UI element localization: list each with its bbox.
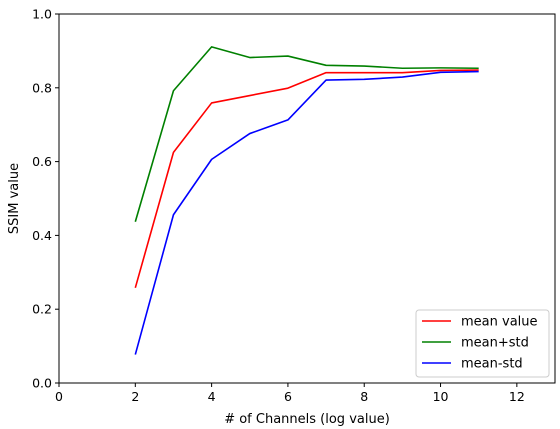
x-tick-label: 10 [433,389,449,404]
legend-box [415,309,550,378]
legend-label: mean-std [461,357,523,372]
y-tick-label: 0.0 [32,376,52,391]
x-tick-label: 12 [509,389,525,404]
series-line-mean-std [134,46,479,222]
x-axis-label: # of Channels (log value) [224,412,390,427]
x-tick-label: 2 [131,389,139,404]
series-line-mean-std [134,70,479,355]
plot-frame [58,13,556,384]
x-tick-label: 8 [360,389,368,404]
y-axis-label: SSIM value [7,163,22,234]
x-tick-label: 4 [208,389,216,404]
legend-label: mean value [461,315,538,330]
legend-label: mean+std [461,336,529,351]
y-tick-label: 0.6 [32,154,52,169]
legend: mean value mean+std mean-std [415,309,550,378]
y-tick-label: 1.0 [32,7,52,22]
x-tick-label: 0 [55,389,63,404]
y-tick-label: 0.4 [32,228,52,243]
y-tick-label: 0.8 [32,80,52,95]
x-tick-label: 6 [284,389,292,404]
y-tick-label: 0.2 [32,302,52,317]
series-line-mean-value [134,69,479,289]
